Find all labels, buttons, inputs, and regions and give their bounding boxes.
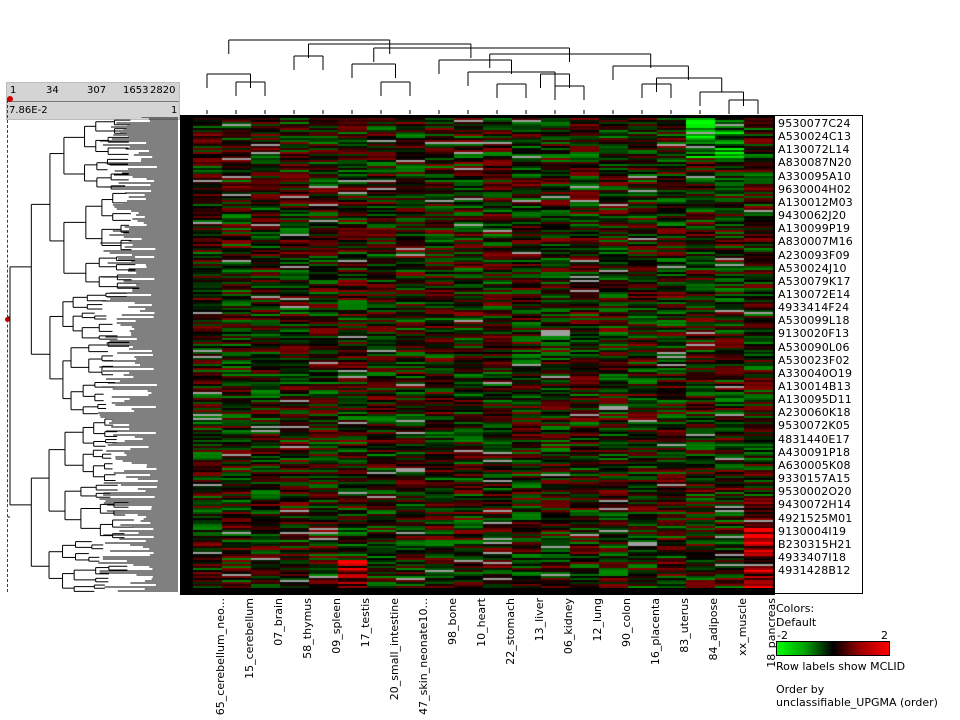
column-label[interactable]: 58_thymus: [300, 598, 314, 659]
row-label[interactable]: 4933414F24: [778, 301, 850, 315]
row-label[interactable]: 9630004H02: [778, 182, 852, 196]
row-label[interactable]: B230315H21: [778, 537, 852, 551]
row-label[interactable]: A830007M16: [778, 235, 854, 249]
row-label[interactable]: 4931428B12: [778, 564, 851, 578]
column-label[interactable]: 10_heart: [474, 598, 488, 647]
row-label[interactable]: 9130020F13: [778, 327, 850, 341]
order-title: Order by: [776, 683, 825, 696]
row-label[interactable]: A830087N20: [778, 156, 852, 170]
column-dendrogram: [206, 39, 759, 114]
row-label[interactable]: 4933407I18: [778, 550, 847, 564]
row-label-note: Row labels show MCLID: [776, 660, 906, 673]
row-label[interactable]: A130095D11: [778, 393, 852, 407]
row-label[interactable]: A130014B13: [778, 380, 852, 393]
row-label[interactable]: A530024C13: [778, 130, 852, 144]
column-label[interactable]: 06_kidney: [561, 598, 575, 655]
threshold-slider-handle[interactable]: [7, 96, 13, 102]
column-label[interactable]: 09_spleen: [329, 598, 343, 654]
column-label[interactable]: 98_bone: [445, 598, 459, 645]
row-label[interactable]: 9430062J20: [778, 209, 847, 223]
threshold-marker[interactable]: [5, 317, 10, 322]
column-label[interactable]: 65_cerebellum_neo...: [213, 598, 227, 716]
column-label[interactable]: 20_small_intestine: [387, 598, 401, 701]
column-label[interactable]: 17_testis: [358, 598, 372, 648]
row-label[interactable]: A530024J10: [778, 261, 847, 275]
column-label[interactable]: 12_lung: [590, 598, 604, 642]
column-label[interactable]: 15_cerebellum: [242, 598, 256, 679]
row-label[interactable]: 9330157A15: [778, 472, 851, 486]
column-label[interactable]: 13_liver: [532, 598, 546, 642]
column-label[interactable]: xx_muscle: [735, 598, 749, 656]
row-label[interactable]: A230060K18: [778, 406, 851, 420]
row-label[interactable]: A230093F09: [778, 248, 850, 262]
row-label[interactable]: A330095A10: [778, 169, 852, 183]
row-label[interactable]: A530079K17: [778, 274, 851, 288]
order-value: unclassifiable_UPGMA (order): [776, 696, 938, 709]
label-panel-top-border: [773, 115, 863, 116]
scale-tick: 1653: [123, 85, 149, 96]
scale-tick: 1: [10, 85, 17, 96]
legend-scheme: Default: [776, 616, 817, 629]
column-label[interactable]: 90_colon: [619, 598, 633, 648]
column-label[interactable]: 47_skin_neonate10...: [416, 598, 430, 715]
row-label[interactable]: 4921525M01: [778, 511, 853, 525]
row-label[interactable]: 4831440E17: [778, 432, 850, 446]
row-label[interactable]: 9130004I19: [778, 524, 847, 538]
legend-title: Colors:: [776, 602, 815, 615]
row-label[interactable]: A330040O19: [778, 366, 853, 380]
scale-axis-line: [7, 101, 179, 102]
label-panel-border: [862, 115, 863, 593]
row-label[interactable]: A630005K08: [778, 458, 851, 472]
scale-min-label: 7.86E-2: [9, 105, 48, 116]
scale-tick: 307: [87, 85, 107, 96]
column-label[interactable]: 16_placenta: [648, 598, 662, 666]
legend-max: 2: [881, 629, 888, 642]
legend-min: -2: [777, 629, 788, 642]
row-label[interactable]: A130072E14: [778, 287, 851, 301]
column-label[interactable]: 07_brain: [271, 598, 285, 646]
row-label[interactable]: A530090L06: [778, 340, 850, 354]
scale-max-label: 1: [171, 105, 178, 116]
scale-tick: 2820: [150, 85, 176, 96]
label-panel-bottom-border: [773, 593, 863, 594]
row-dendrogram: [8, 117, 178, 592]
heatmap-cells[interactable]: [193, 118, 776, 588]
row-label[interactable]: 9530002O20: [778, 485, 852, 499]
row-label[interactable]: A530023F02: [778, 353, 850, 367]
row-label[interactable]: A530099L18: [778, 314, 850, 328]
column-label[interactable]: 83_uterus: [677, 598, 691, 653]
row-label[interactable]: 9530077C24: [778, 117, 851, 130]
row-label[interactable]: A130012M03: [778, 195, 854, 209]
threshold-scale-bar[interactable]: 1 34 307 1653 2820 7.86E-2 1: [6, 82, 180, 120]
heatmap[interactable]: [180, 115, 776, 595]
row-label[interactable]: 9430072H14: [778, 498, 852, 512]
row-label[interactable]: 9530072K05: [778, 419, 851, 433]
column-label[interactable]: 84_adipose: [706, 598, 720, 661]
row-label[interactable]: A430091P18: [778, 445, 851, 459]
color-scale-bar: [776, 641, 890, 656]
row-label[interactable]: A130099P19: [778, 222, 851, 236]
column-label[interactable]: 22_stomach: [503, 598, 517, 665]
scale-tick: 34: [46, 85, 59, 96]
threshold-line: [7, 100, 8, 592]
row-label[interactable]: A130072L14: [778, 143, 850, 157]
